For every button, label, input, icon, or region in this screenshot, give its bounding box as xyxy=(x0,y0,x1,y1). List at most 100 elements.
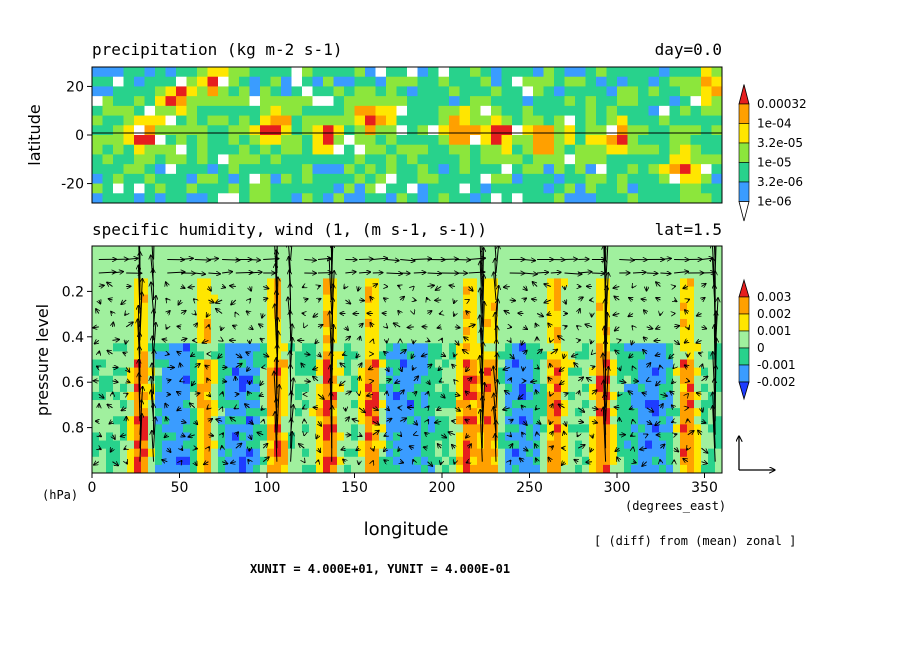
precip-cell xyxy=(501,135,513,146)
humidity-cell xyxy=(225,464,233,473)
humidity-cell xyxy=(316,310,324,320)
precip-cell xyxy=(690,183,702,194)
precip-cell xyxy=(291,173,303,185)
humidity-cell xyxy=(435,270,443,280)
humidity-cell xyxy=(456,440,464,450)
precip-cell xyxy=(491,144,503,156)
humidity-cell xyxy=(491,302,499,312)
precip-cell xyxy=(260,135,272,146)
humidity-cell xyxy=(442,375,450,385)
humidity-cell xyxy=(302,440,310,450)
wind-vector xyxy=(454,327,460,328)
humidity-cell xyxy=(281,440,289,450)
precip-cell xyxy=(690,76,702,88)
humidity-cell xyxy=(106,391,114,401)
humidity-cell xyxy=(470,359,478,369)
humidity-cell xyxy=(337,424,345,434)
humidity-cell xyxy=(498,383,506,393)
humidity-cell xyxy=(470,432,478,442)
precip-cell xyxy=(270,173,282,185)
humidity-cell xyxy=(575,278,583,288)
humidity-cell xyxy=(666,343,674,352)
precip-cell xyxy=(375,135,387,146)
humidity-cell xyxy=(225,375,233,385)
wind-vector xyxy=(345,272,356,273)
precip-cell xyxy=(396,164,408,175)
humidity-cell xyxy=(575,383,583,393)
precip-cell xyxy=(501,164,513,175)
precip-cell xyxy=(575,183,587,194)
precip-cell xyxy=(638,115,650,126)
precip-cell xyxy=(680,144,692,156)
precip-cell xyxy=(260,76,272,88)
precip-cell xyxy=(659,193,671,203)
humidity-cell xyxy=(134,448,142,458)
precip-cell xyxy=(512,135,524,146)
humidity-cell xyxy=(211,335,219,344)
humidity-cell xyxy=(281,254,289,263)
wind-vector xyxy=(565,326,568,327)
precip-cell xyxy=(375,105,387,117)
wind-vector xyxy=(126,340,127,344)
humidity-cell xyxy=(624,286,632,296)
humidity-cell xyxy=(554,440,562,450)
precip-cell xyxy=(522,154,534,165)
humidity-cell xyxy=(351,343,359,352)
humidity-cell xyxy=(183,270,191,280)
humidity-cell xyxy=(246,424,254,434)
humidity-x-tick-label: 300 xyxy=(604,480,631,496)
wind-vector xyxy=(181,448,183,450)
precip-cell xyxy=(407,144,419,156)
precip-cell xyxy=(239,105,251,117)
humidity-cell xyxy=(505,456,513,466)
humidity-cell xyxy=(225,270,233,280)
precip-cell xyxy=(218,125,230,136)
precip-cell xyxy=(386,105,398,117)
precip-cell xyxy=(134,135,146,146)
wind-vector xyxy=(688,327,689,330)
precip-cell xyxy=(501,144,513,156)
humidity-cell xyxy=(267,400,275,409)
humidity-cell xyxy=(554,416,562,425)
precip-cell xyxy=(470,125,482,136)
wind-vector xyxy=(523,350,527,354)
humidity-cell xyxy=(596,432,604,442)
humidity-cell xyxy=(687,254,695,263)
humidity-cell xyxy=(365,294,373,304)
precip-cell xyxy=(501,115,513,126)
humidity-cell xyxy=(561,286,569,296)
precip-cell xyxy=(701,115,713,126)
humidity-cell xyxy=(302,464,310,473)
precip-cell xyxy=(417,144,429,156)
humidity-cell xyxy=(400,456,408,466)
wind-vector xyxy=(629,408,633,410)
wind-vector xyxy=(550,340,551,342)
humidity-cell xyxy=(645,262,653,271)
humidity-cell xyxy=(708,262,716,271)
humidity-cell xyxy=(379,262,387,271)
humidity-cell xyxy=(99,448,107,458)
precip-cell xyxy=(711,76,722,88)
humidity-cell xyxy=(281,464,289,473)
humidity-cell xyxy=(666,310,674,320)
humidity-cell xyxy=(288,424,296,434)
humidity-cell xyxy=(463,391,471,401)
humidity-cell xyxy=(435,383,443,393)
precip-cell xyxy=(491,105,503,117)
humidity-cell xyxy=(309,456,317,466)
precip-cell xyxy=(134,125,146,136)
wind-vector xyxy=(509,353,515,359)
colorbar-max-arrow xyxy=(738,84,750,105)
precip-cell xyxy=(648,96,660,107)
precip-cell xyxy=(396,135,408,146)
precip-cell xyxy=(102,115,114,126)
precip-cell xyxy=(218,144,230,156)
humidity-cell xyxy=(631,383,639,393)
precip-cell xyxy=(407,183,419,194)
humidity-cell xyxy=(589,278,597,288)
wind-vector xyxy=(387,408,390,411)
humidity-cell xyxy=(645,440,653,450)
wind-vector xyxy=(124,448,126,449)
humidity-cell xyxy=(323,351,331,361)
humidity-cell xyxy=(589,391,597,401)
